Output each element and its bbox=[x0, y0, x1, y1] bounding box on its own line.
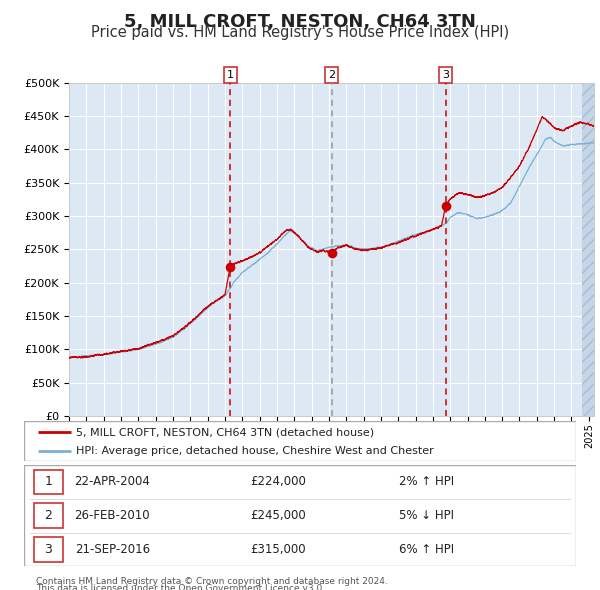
Text: 5, MILL CROFT, NESTON, CH64 3TN (detached house): 5, MILL CROFT, NESTON, CH64 3TN (detache… bbox=[76, 428, 374, 438]
Text: 1: 1 bbox=[227, 70, 234, 80]
Text: 2: 2 bbox=[328, 70, 335, 80]
Text: 5, MILL CROFT, NESTON, CH64 3TN: 5, MILL CROFT, NESTON, CH64 3TN bbox=[124, 13, 476, 31]
Text: 22-APR-2004: 22-APR-2004 bbox=[74, 476, 150, 489]
Bar bbox=[34, 470, 62, 494]
Text: 1: 1 bbox=[44, 476, 52, 489]
Bar bbox=[581, 83, 600, 416]
Text: This data is licensed under the Open Government Licence v3.0.: This data is licensed under the Open Gov… bbox=[36, 584, 325, 590]
Text: 21-SEP-2016: 21-SEP-2016 bbox=[75, 543, 150, 556]
Text: 2% ↑ HPI: 2% ↑ HPI bbox=[400, 476, 454, 489]
Text: £315,000: £315,000 bbox=[250, 543, 306, 556]
Text: 2: 2 bbox=[44, 509, 52, 522]
Text: HPI: Average price, detached house, Cheshire West and Chester: HPI: Average price, detached house, Ches… bbox=[76, 447, 434, 456]
Text: £224,000: £224,000 bbox=[250, 476, 306, 489]
Text: 6% ↑ HPI: 6% ↑ HPI bbox=[400, 543, 454, 556]
Bar bbox=[34, 537, 62, 562]
Text: 26-FEB-2010: 26-FEB-2010 bbox=[74, 509, 150, 522]
Text: Contains HM Land Registry data © Crown copyright and database right 2024.: Contains HM Land Registry data © Crown c… bbox=[36, 577, 388, 586]
Bar bbox=[34, 503, 62, 528]
Text: 3: 3 bbox=[442, 70, 449, 80]
Text: Price paid vs. HM Land Registry's House Price Index (HPI): Price paid vs. HM Land Registry's House … bbox=[91, 25, 509, 40]
Text: 5% ↓ HPI: 5% ↓ HPI bbox=[400, 509, 454, 522]
Text: £245,000: £245,000 bbox=[250, 509, 306, 522]
Text: 3: 3 bbox=[44, 543, 52, 556]
